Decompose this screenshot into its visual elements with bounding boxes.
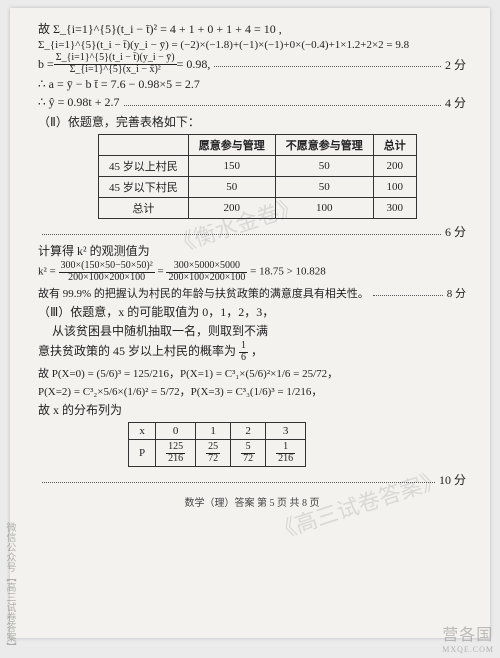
dotted-fill [42, 477, 435, 483]
equation-line: P(X=2) = C³₂×5/6×(1/6)² = 5/72，P(X=3) = … [38, 383, 466, 399]
equation-line: 计算得 k² 的观测值为 [38, 242, 466, 259]
score-row: 10 分 [38, 471, 466, 488]
numerator: 1 [239, 341, 248, 353]
equation-line: ∴ a = ȳ − b t̄ = 7.6 − 0.98×5 = 2.7 [38, 77, 466, 92]
table-header: 总计 [373, 135, 416, 156]
text-line: 故 x 的分布列为 [38, 401, 466, 418]
table-cell: 1216 [266, 440, 306, 467]
table-cell: 200 [188, 198, 275, 219]
score-label: 2 分 [445, 56, 466, 73]
table-cell: 总计 [99, 198, 189, 219]
text: ， [251, 344, 263, 358]
table-cell: P [129, 440, 156, 467]
table-cell: 572 [231, 440, 266, 467]
table-cell: 45 岁以下村民 [99, 177, 189, 198]
equation-line: 故 P(X=0) = (5/6)³ = 125/216，P(X=1) = C³₁… [38, 365, 466, 381]
eq-left: b = [38, 57, 54, 72]
equation-with-score: b = Σ_{i=1}^{5}(t_i − t̄)(y_i − ȳ) Σ_{i=… [38, 53, 466, 75]
table-cell: 50 [275, 156, 373, 177]
corner-left-watermark: 微信公众号【高三试卷答案】 [2, 522, 17, 652]
dotted-fill [373, 290, 443, 296]
denominator: Σ_{i=1}^{5}(x_i − x̄)² [54, 65, 177, 76]
table-cell: 100 [275, 198, 373, 219]
section-label: （Ⅱ）依题意，完善表格如下： [38, 113, 466, 130]
table-row: 总计 200 100 300 [99, 198, 417, 219]
page: 《衡水金卷》 《高三试卷答案》 故 Σ_{i=1}^{5}(t_i − t̄)²… [10, 8, 490, 638]
table-cell: 45 岁以上村民 [99, 156, 189, 177]
equation-text: ∴ ŷ = 0.98t + 2.7 [38, 95, 120, 110]
table-cell: 1 [196, 423, 231, 440]
table-cell: 150 [188, 156, 275, 177]
table-row: P 125216 2572 572 1216 [129, 440, 306, 467]
equation-text: 故有 99.9% 的把握认为村民的年龄与扶贫政策的满意度具有相关性。 [38, 285, 369, 301]
text-line: 从该贫困县中随机抽取一名，则取到不满 [38, 322, 466, 339]
fraction: 300×(150×50−50×50)² 200×100×200×100 [59, 261, 155, 283]
score-label: 10 分 [439, 471, 466, 488]
dotted-fill [214, 61, 441, 67]
score-row: 6 分 [38, 223, 466, 240]
table-cell: 2 [231, 423, 266, 440]
equation-with-score: 故有 99.9% 的把握认为村民的年龄与扶贫政策的满意度具有相关性。 8 分 [38, 285, 466, 301]
fraction: 300×5000×5000 200×100×200×100 [166, 261, 247, 283]
table-header: 不愿意参与管理 [275, 135, 373, 156]
table-cell: 125216 [156, 440, 196, 467]
brand-text: 营各国 [442, 627, 493, 644]
fraction: 572 [241, 442, 255, 464]
table-row: 45 岁以上村民 150 50 200 [99, 156, 417, 177]
fraction: 1216 [276, 442, 295, 464]
score-label: 4 分 [445, 94, 466, 111]
table-cell: 200 [373, 156, 416, 177]
equation-line: k² = 300×(150×50−50×50)² 200×100×200×100… [38, 261, 466, 283]
table-row: 愿意参与管理 不愿意参与管理 总计 [99, 135, 417, 156]
table-cell: 2572 [196, 440, 231, 467]
distribution-table: x 0 1 2 3 P 125216 2572 572 1216 [128, 422, 306, 467]
eq-left: k² = [38, 266, 56, 278]
eq-mid: = [157, 266, 166, 278]
section-label: （Ⅲ）依题意，x 的可能取值为 0，1，2，3， [38, 303, 466, 320]
equation-line: 故 Σ_{i=1}^{5}(t_i − t̄)² = 4 + 1 + 0 + 1… [38, 20, 466, 37]
equation-with-score: ∴ ŷ = 0.98t + 2.7 4 分 [38, 94, 466, 111]
fraction: 125216 [166, 442, 185, 464]
table-cell: 50 [275, 177, 373, 198]
corner-right-brand: 营各国 MXQE.COM [442, 621, 494, 654]
numerator: Σ_{i=1}^{5}(t_i − t̄)(y_i − ȳ) [54, 53, 177, 65]
table-cell: x [129, 423, 156, 440]
table-cell: 3 [266, 423, 306, 440]
score-label: 8 分 [447, 285, 466, 301]
dotted-fill [42, 229, 441, 235]
eq-right: = 0.98, [177, 57, 211, 72]
denominator: 200×100×200×100 [59, 273, 155, 284]
numerator: 300×5000×5000 [166, 261, 247, 273]
numerator: 300×(150×50−50×50)² [59, 261, 155, 273]
score-label: 6 分 [445, 223, 466, 240]
fraction: Σ_{i=1}^{5}(t_i − t̄)(y_i − ȳ) Σ_{i=1}^{… [54, 53, 177, 75]
denominator: 200×100×200×100 [166, 273, 247, 284]
table-row: x 0 1 2 3 [129, 423, 306, 440]
table-row: 45 岁以下村民 50 50 100 [99, 177, 417, 198]
table-cell: 50 [188, 177, 275, 198]
table-header: 愿意参与管理 [188, 135, 275, 156]
page-footer: 数学（理）答案 第 5 页 共 8 页 [38, 494, 466, 509]
fraction: 1 6 [239, 341, 248, 363]
contingency-table: 愿意参与管理 不愿意参与管理 总计 45 岁以上村民 150 50 200 45… [98, 134, 417, 219]
table-cell: 0 [156, 423, 196, 440]
table-cell: 300 [373, 198, 416, 219]
eq-right: = 18.75 > 10.828 [250, 266, 326, 278]
text: 意扶贫政策的 45 岁以上村民的概率为 [38, 344, 236, 358]
table-header [99, 135, 189, 156]
table-cell: 100 [373, 177, 416, 198]
dotted-fill [124, 100, 441, 106]
denominator: 6 [239, 353, 248, 364]
equation-line: Σ_{i=1}^{5}(t_i − t̄)(y_i − ȳ) = (−2)×(−… [38, 39, 466, 51]
fraction: 2572 [206, 442, 220, 464]
text-line: 意扶贫政策的 45 岁以上村民的概率为 1 6 ， [38, 341, 466, 363]
